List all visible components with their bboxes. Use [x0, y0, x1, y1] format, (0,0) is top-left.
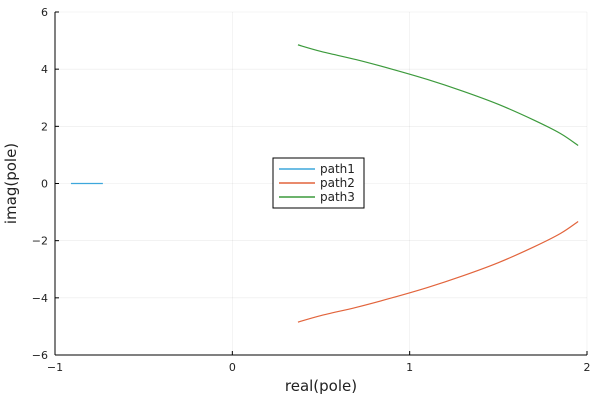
y-tick-label: 2 [41, 120, 48, 133]
legend-label: path2 [320, 176, 355, 190]
tick-labels: −1 0 1 2 −6 −4 −2 0 2 4 6 [32, 6, 591, 374]
legend-label: path1 [320, 162, 355, 176]
y-tick-label: −2 [32, 235, 48, 248]
x-tick-label: 2 [584, 361, 591, 374]
y-tick-label: 4 [41, 63, 48, 76]
x-tick-label: −1 [47, 361, 63, 374]
grid [54, 11, 588, 356]
axes [54, 11, 588, 356]
series-line-path2 [297, 221, 579, 323]
series-group [70, 44, 579, 323]
x-tick-label: 1 [406, 361, 413, 374]
legend-label: path3 [320, 190, 355, 204]
x-axis-label: real(pole) [285, 377, 357, 395]
y-tick-label: 0 [41, 178, 48, 191]
y-tick-label: −6 [32, 349, 48, 362]
y-axis-label: imag(pole) [2, 143, 20, 224]
y-tick-label: −4 [32, 292, 48, 305]
y-tick-label: 6 [41, 6, 48, 19]
series-line-path3 [297, 44, 579, 146]
x-tick-label: 0 [229, 361, 236, 374]
